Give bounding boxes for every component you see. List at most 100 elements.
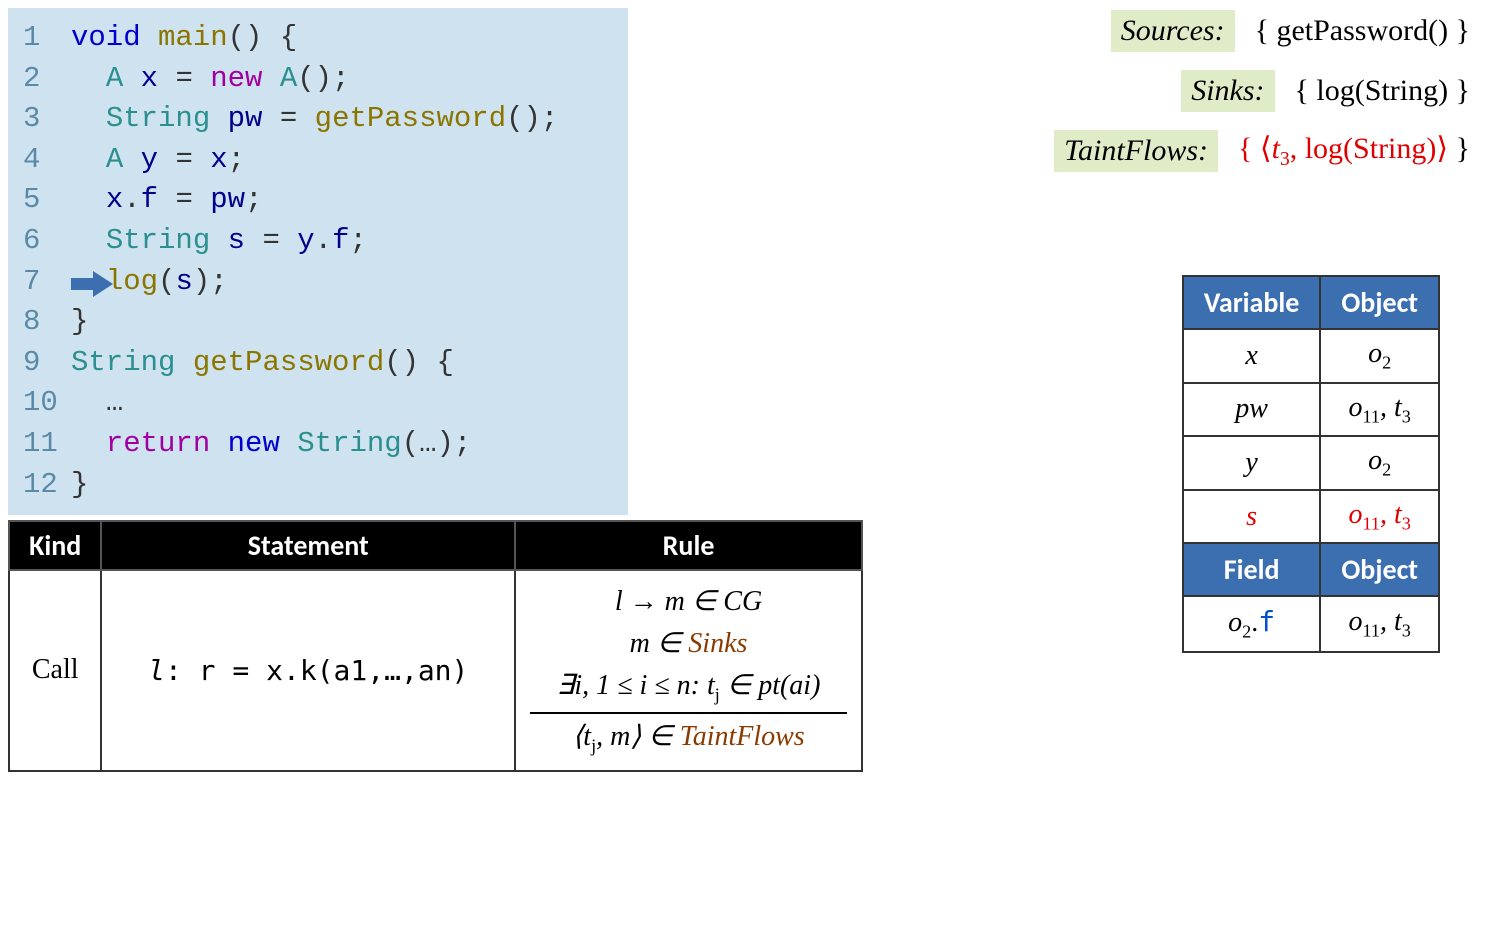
code-token: y (297, 224, 314, 257)
code-token: A (280, 62, 297, 95)
pt-h-object2: Object (1320, 543, 1439, 596)
code-token: main (158, 21, 228, 54)
taintflows-label: TaintFlows: (1054, 130, 1218, 172)
pt-row: yo2 (1183, 436, 1439, 490)
line-number: 7 (23, 262, 71, 303)
stmt-l: l (148, 654, 165, 687)
pt-obj-cell: o11, t3 (1320, 490, 1439, 544)
pt-row: so11, t3 (1183, 490, 1439, 544)
line-number: 1 (23, 18, 71, 59)
code-token: = (175, 62, 210, 95)
arrow-icon (71, 270, 113, 296)
line-number: 6 (23, 221, 71, 262)
rules-row: Call l: r = x.k(a1,…,an) l → m ∈ CG m ∈ … (9, 570, 862, 771)
code-line: 8} (23, 302, 613, 343)
code-token: … (106, 386, 123, 419)
code-token: s (175, 265, 192, 298)
rule-l2a: m ∈ (630, 628, 689, 659)
code-token: ; (245, 183, 262, 216)
code-token: (); (506, 102, 558, 135)
code-token: (…); (402, 427, 472, 460)
code-token: ); (193, 265, 228, 298)
sinks-value: { log(String) } (1295, 74, 1470, 108)
code-token: } (71, 468, 88, 501)
rule-l2b: Sinks (688, 628, 747, 659)
code-token: s (228, 224, 263, 257)
code-line: 4 A y = x; (23, 140, 613, 181)
rule-fraction-line: ⟨tj, m⟩ ∈ TaintFlows (530, 712, 847, 760)
pt-fobj-cell: o11, t3 (1320, 596, 1439, 652)
code-token: . (315, 224, 332, 257)
line-number: 11 (23, 424, 71, 465)
code-line: 10 … (23, 383, 613, 424)
pt-field-row: o2.fo11, t3 (1183, 596, 1439, 652)
rule-line1: l → m ∈ CG (530, 581, 847, 623)
code-token: getPassword (315, 102, 506, 135)
sinks-label: Sinks: (1181, 70, 1274, 112)
pt-h-variable: Variable (1183, 276, 1320, 329)
code-token: = (175, 143, 210, 176)
code-token: pw (228, 102, 280, 135)
code-line: 2 A x = new A(); (23, 59, 613, 100)
line-number: 3 (23, 99, 71, 140)
line-number: 12 (23, 465, 71, 506)
rules-h-kind: Kind (9, 521, 101, 570)
rule-l4b: , m⟩ ∈ (596, 721, 680, 752)
pt-row: pwo11, t3 (1183, 383, 1439, 437)
line-number: 8 (23, 302, 71, 343)
pt-field-cell: o2.f (1183, 596, 1320, 652)
pt-var-cell: y (1183, 436, 1320, 490)
code-token: new (228, 427, 298, 460)
code-token: = (280, 102, 315, 135)
tf-prefix: { ⟨ (1238, 132, 1272, 165)
line-number: 9 (23, 343, 71, 384)
pt-header-2: Field Object (1183, 543, 1439, 596)
taintflows-row: TaintFlows: { ⟨t3, log(String)⟩ } (1054, 130, 1470, 172)
rule-l4c: TaintFlows (680, 721, 805, 752)
points-to-table: Variable Object xo2pwo11, t3yo2so11, t3 … (1182, 275, 1440, 653)
sinks-row: Sinks: { log(String) } (1054, 70, 1470, 112)
code-line: 5 x.f = pw; (23, 180, 613, 221)
pt-h-field: Field (1183, 543, 1320, 596)
taintflows-value: { ⟨t3, log(String)⟩ } (1238, 131, 1470, 171)
code-token: getPassword (193, 346, 384, 379)
code-token: String (106, 102, 228, 135)
pt-var-cell: pw (1183, 383, 1320, 437)
code-line: 11 return new String(…); (23, 424, 613, 465)
sources-row: Sources: { getPassword() } (1054, 10, 1470, 52)
code-token: x (141, 62, 176, 95)
rules-kind: Call (9, 570, 101, 771)
stmt-colon: : (165, 654, 199, 687)
code-token: = (175, 183, 210, 216)
rules-stmt: l: r = x.k(a1,…,an) (101, 570, 515, 771)
code-token: f (332, 224, 349, 257)
tf-suffix: } (1448, 132, 1470, 165)
sources-value: { getPassword() } (1255, 14, 1470, 48)
rule-line3: ∃i, 1 ≤ i ≤ n: tj ∈ pt(ai) (530, 665, 847, 709)
definitions-panel: Sources: { getPassword() } Sinks: { log(… (1054, 10, 1470, 190)
code-token: x (106, 183, 123, 216)
code-token: ; (228, 143, 245, 176)
pt-obj-cell: o2 (1320, 436, 1439, 490)
tf-mid: , log(String)⟩ (1290, 132, 1448, 165)
code-token: () { (384, 346, 454, 379)
code-token: } (71, 305, 88, 338)
rule-l3a: ∃i, 1 ≤ i ≤ n: t (557, 670, 715, 701)
code-line: 3 String pw = getPassword(); (23, 99, 613, 140)
rule-l3b: ∈ pt(ai) (720, 670, 821, 701)
pt-header-1: Variable Object (1183, 276, 1439, 329)
code-token: f (141, 183, 176, 216)
code-line: 12} (23, 465, 613, 506)
code-line: 7 log(s); (23, 262, 613, 303)
rules-table: Kind Statement Rule Call l: r = x.k(a1,…… (8, 520, 863, 772)
code-token: pw (210, 183, 245, 216)
line-number: 10 (23, 383, 71, 424)
code-token: String (71, 346, 193, 379)
code-token: new (210, 62, 280, 95)
code-token: (); (297, 62, 349, 95)
pt-h-object: Object (1320, 276, 1439, 329)
code-token: String (297, 427, 401, 460)
pt-obj-cell: o2 (1320, 329, 1439, 383)
code-token: () { (228, 21, 298, 54)
code-token: = (262, 224, 297, 257)
